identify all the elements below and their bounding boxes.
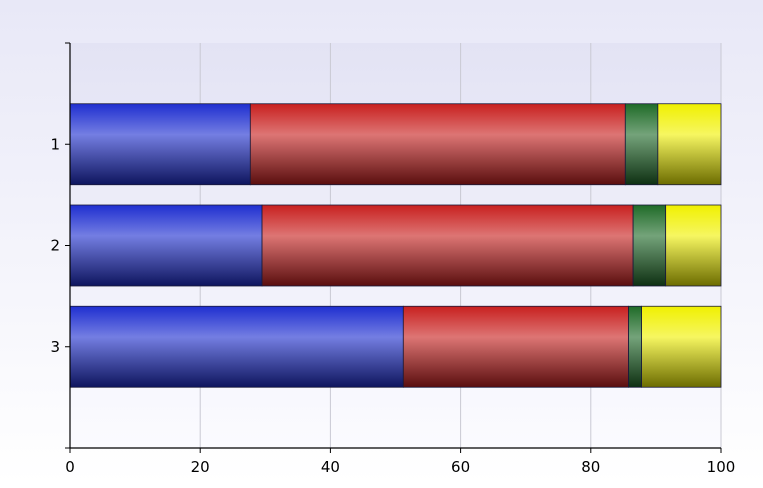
bar-segment bbox=[261, 204, 634, 287]
bar-segment bbox=[69, 103, 251, 186]
x-tick-label: 40 bbox=[321, 458, 340, 476]
x-tick-label: 0 bbox=[65, 458, 75, 476]
tick-labels: 0 20 40 60 80 100 1 2 3 bbox=[50, 135, 735, 476]
bar-segment bbox=[657, 103, 722, 186]
axes bbox=[65, 42, 722, 453]
bar-segment bbox=[628, 305, 642, 388]
bar-segment bbox=[632, 204, 667, 287]
x-tick-label: 100 bbox=[707, 458, 736, 476]
bars bbox=[69, 103, 722, 388]
bar-segment bbox=[641, 305, 722, 388]
bar-segment bbox=[624, 103, 659, 186]
bar-segment bbox=[69, 305, 404, 388]
bar-segment bbox=[69, 204, 263, 287]
y-tick-label: 1 bbox=[50, 135, 60, 153]
x-tick-label: 80 bbox=[581, 458, 600, 476]
y-tick-label: 2 bbox=[50, 237, 60, 255]
bar-segment bbox=[665, 204, 722, 287]
bar-segment bbox=[402, 305, 629, 388]
x-tick-label: 20 bbox=[191, 458, 210, 476]
bar-segment bbox=[249, 103, 626, 186]
y-tick-label: 3 bbox=[50, 338, 60, 356]
x-tick-label: 60 bbox=[451, 458, 470, 476]
